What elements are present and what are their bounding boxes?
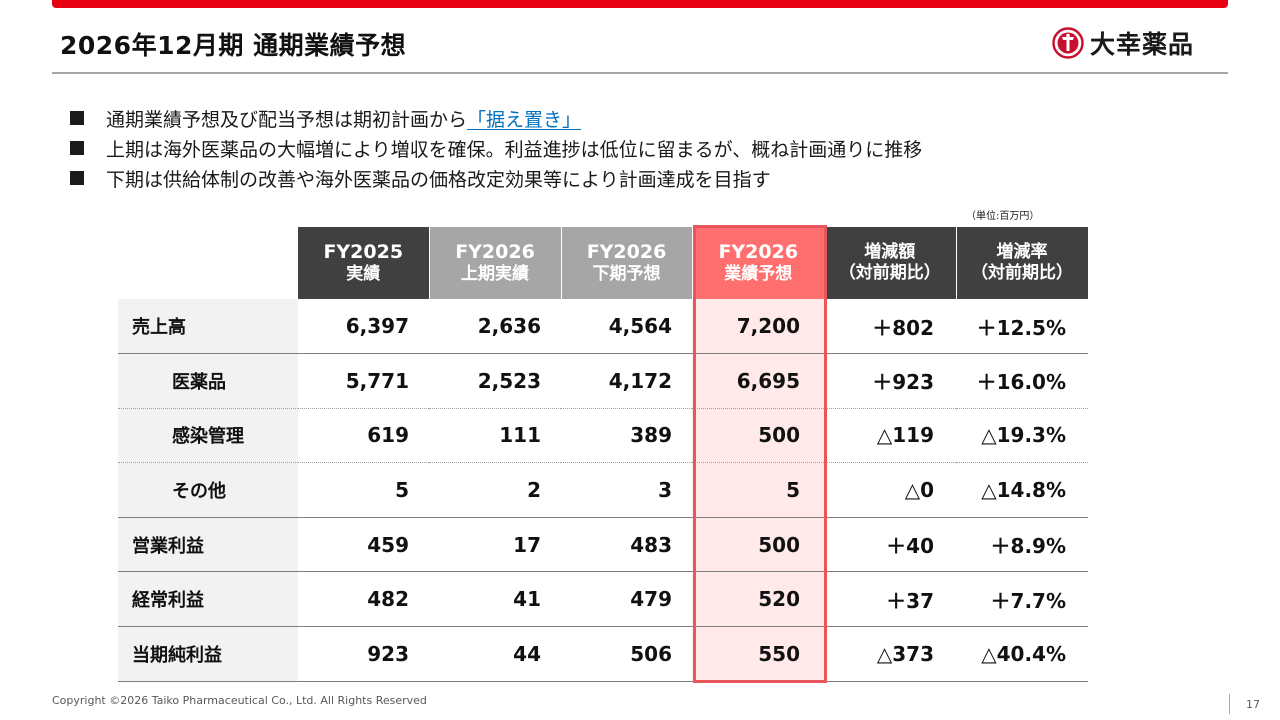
cell-value: 4,172 [561,353,692,409]
cell-value: 459 [298,517,429,573]
header-fy2026-h1-actual: FY2026 上期実績 [429,227,562,299]
title-divider [52,72,1228,74]
bullet-item: 通期業績予想及び配当予想は期初計画から 「据え置き」 [70,103,922,133]
cell-value-forecast: 5 [692,462,824,518]
cell-value: 619 [298,408,429,464]
cell-change-rate: △14.8% [956,462,1088,518]
cell-value: 923 [298,626,429,682]
cell-value: 2,636 [429,299,561,355]
cell-change-amount: ＋37 [824,571,956,628]
cell-change-amount: △0 [824,462,956,518]
header-change-amount: 増減額 （対前期比） [824,227,957,299]
cell-value: 41 [429,571,561,628]
cell-value: 44 [429,626,561,682]
cell-value-forecast: 7,200 [692,299,824,355]
cell-value: 483 [561,517,692,573]
cell-value: 506 [561,626,692,682]
taiko-seal-logo-icon [1052,27,1084,59]
square-bullet-icon [70,171,84,185]
company-logo: 大幸薬品 [1052,25,1194,61]
cell-value-forecast: 520 [692,571,824,628]
header-fy2025-actual: FY2025 実績 [298,227,430,299]
header-fy2026-h2-forecast: FY2026 下期予想 [561,227,693,299]
table-header-row: FY2025 実績 FY2026 上期実績 FY2026 下期予想 FY2026 業績予… [118,227,1089,299]
bullet-item: 下期は供給体制の改善や海外医薬品の価格改定効果等により計画達成を目指す [70,163,922,193]
cell-value: 479 [561,571,692,628]
keep-unchanged-link[interactable]: 「据え置き」 [467,108,582,131]
cell-value: 482 [298,571,429,628]
square-bullet-icon [70,141,84,155]
bullet-text: 通期業績予想及び配当予想は期初計画から [106,108,468,131]
row-label: 営業利益 [118,517,298,573]
cell-value: 5,771 [298,353,429,409]
slide-title: 2026年12月期 通期業績予想 [60,31,407,60]
page-number: 17 [1246,698,1260,711]
cell-change-amount: △119 [824,408,956,464]
table-row-other: その他 5 2 3 5 △0 △14.8% [118,462,1088,518]
cell-change-amount: △373 [824,626,956,682]
cell-change-rate: ＋12.5% [956,299,1088,355]
square-bullet-icon [70,111,84,125]
table-row-ordinary-profit: 経常利益 482 41 479 520 ＋37 ＋7.7% [118,571,1088,628]
row-label: 売上高 [118,299,298,355]
cell-change-amount: ＋802 [824,299,956,355]
cell-change-amount: ＋40 [824,517,956,573]
cell-value-forecast: 500 [692,408,824,464]
header-blank-cell [118,227,298,299]
footer-divider [1229,694,1230,714]
bullet-text: 上期は海外医薬品の大幅増により増収を確保。利益進捗は低位に留まるが、概ね計画通り… [106,138,923,161]
table-row-pharmaceuticals: 医薬品 5,771 2,523 4,172 6,695 ＋923 ＋16.0% [118,353,1088,409]
table-row-net-income: 当期純利益 923 44 506 550 △373 △40.4% [118,626,1088,682]
cell-value-forecast: 6,695 [692,353,824,409]
table-row-infection-control: 感染管理 619 111 389 500 △119 △19.3% [118,408,1088,464]
cell-value: 3 [561,462,692,518]
cell-change-rate: ＋8.9% [956,517,1088,573]
cell-value-forecast: 500 [692,517,824,573]
table-row-operating-profit: 営業利益 459 17 483 500 ＋40 ＋8.9% [118,517,1088,573]
cell-change-amount: ＋923 [824,353,956,409]
top-accent-bar [52,0,1228,8]
cell-value-forecast: 550 [692,626,824,682]
cell-change-rate: △40.4% [956,626,1088,682]
cell-change-rate: △19.3% [956,408,1088,464]
cell-value: 2,523 [429,353,561,409]
logo-text: 大幸薬品 [1090,30,1195,59]
cell-change-rate: ＋16.0% [956,353,1088,409]
header-fy2026-forecast: FY2026 業績予想 [692,227,824,299]
row-label: 感染管理 [118,408,298,464]
cell-value: 2 [429,462,561,518]
row-label: 医薬品 [118,353,298,409]
summary-bullets: 通期業績予想及び配当予想は期初計画から 「据え置き」 上期は海外医薬品の大幅増によ… [70,103,922,193]
table-row-net-sales: 売上高 6,397 2,636 4,564 7,200 ＋802 ＋12.5% [118,299,1088,355]
forecast-table: FY2025 実績 FY2026 上期実績 FY2026 下期予想 FY2026 業績予… [118,227,1089,682]
bullet-item: 上期は海外医薬品の大幅増により増収を確保。利益進捗は低位に留まるが、概ね計画通り… [70,133,922,163]
header-change-rate: 増減率 （対前期比） [956,227,1089,299]
cell-value: 17 [429,517,561,573]
cell-value: 5 [298,462,429,518]
cell-change-rate: ＋7.7% [956,571,1088,628]
cell-value: 111 [429,408,561,464]
row-label: 当期純利益 [118,626,298,682]
cell-value: 6,397 [298,299,429,355]
cell-value: 4,564 [561,299,692,355]
cell-value: 389 [561,408,692,464]
row-label: 経常利益 [118,571,298,628]
row-label: その他 [118,462,298,518]
unit-note: （単位:百万円） [966,211,1040,222]
footer-copyright: Copyright ©2026 Taiko Pharmaceutical Co.… [52,694,427,707]
bullet-text: 下期は供給体制の改善や海外医薬品の価格改定効果等により計画達成を目指す [106,168,771,191]
